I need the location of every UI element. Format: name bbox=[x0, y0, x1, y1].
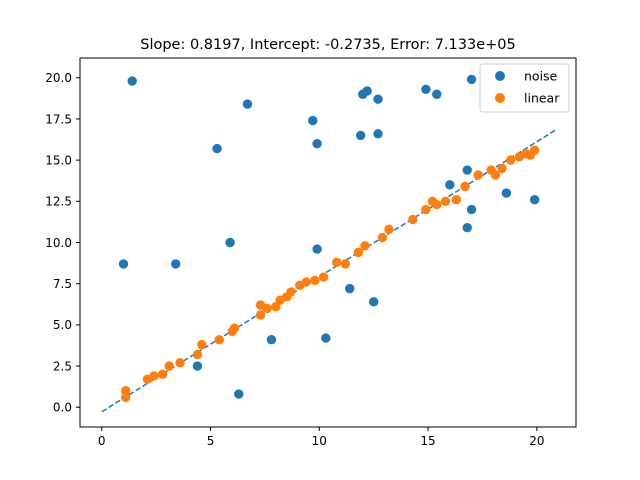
point-linear bbox=[353, 247, 364, 258]
legend-label-linear: linear bbox=[524, 91, 560, 106]
point-noise bbox=[118, 259, 129, 269]
point-noise bbox=[368, 297, 379, 307]
plot-area bbox=[80, 58, 576, 427]
point-noise bbox=[466, 74, 477, 85]
point-linear bbox=[318, 272, 329, 282]
point-noise bbox=[308, 115, 318, 126]
point-linear bbox=[490, 170, 501, 180]
point-linear bbox=[460, 181, 470, 192]
point-linear bbox=[197, 339, 207, 350]
plot-frame bbox=[79, 57, 577, 428]
point-noise bbox=[462, 165, 472, 175]
point-noise bbox=[234, 389, 244, 399]
point-noise bbox=[501, 188, 512, 198]
point-noise bbox=[466, 204, 477, 215]
point-linear bbox=[262, 303, 272, 314]
legend: noise linear bbox=[479, 63, 570, 113]
point-linear bbox=[421, 204, 431, 215]
point-linear bbox=[164, 361, 174, 371]
point-noise bbox=[266, 334, 277, 345]
point-noise bbox=[529, 194, 540, 205]
point-noise bbox=[312, 244, 322, 254]
point-noise bbox=[312, 138, 322, 149]
point-linear bbox=[529, 145, 540, 155]
x-tick-label: 15 bbox=[420, 434, 435, 448]
point-noise bbox=[127, 76, 137, 86]
point-linear bbox=[229, 323, 240, 333]
point-noise bbox=[321, 333, 331, 343]
point-linear bbox=[120, 392, 131, 403]
point-linear bbox=[377, 232, 388, 243]
legend-marker-linear bbox=[495, 93, 505, 103]
point-noise bbox=[462, 222, 472, 233]
x-tick-label: 20 bbox=[529, 434, 544, 448]
point-noise bbox=[421, 84, 431, 94]
point-linear bbox=[497, 163, 507, 174]
y-tick-label: 15.0 bbox=[45, 153, 72, 167]
point-linear bbox=[310, 275, 320, 286]
point-linear bbox=[301, 277, 311, 287]
point-linear bbox=[384, 224, 394, 235]
point-linear bbox=[340, 259, 351, 269]
point-linear bbox=[408, 214, 418, 225]
point-linear bbox=[360, 241, 370, 251]
data-points bbox=[118, 74, 540, 403]
point-linear bbox=[473, 170, 483, 180]
axis-ticks: 0 5 10 15 20 0.0 2.5 5.0 7.5 10.0 12.5 15.0 17.5 20.0 bbox=[45, 71, 544, 448]
x-tick-label: 0 bbox=[98, 434, 106, 448]
y-tick-label: 5.0 bbox=[53, 318, 72, 332]
point-noise bbox=[212, 143, 222, 154]
point-linear bbox=[332, 257, 342, 267]
point-noise bbox=[242, 99, 253, 109]
y-tick-label: 10.0 bbox=[45, 236, 72, 250]
point-linear bbox=[175, 358, 185, 368]
point-noise bbox=[192, 361, 203, 371]
point-noise bbox=[345, 283, 355, 294]
point-linear bbox=[432, 199, 442, 210]
x-tick-label: 5 bbox=[207, 434, 215, 448]
y-tick-label: 7.5 bbox=[53, 277, 72, 291]
point-linear bbox=[214, 334, 224, 345]
point-noise bbox=[225, 237, 235, 248]
point-noise bbox=[355, 130, 366, 141]
point-linear bbox=[286, 287, 296, 297]
point-noise bbox=[362, 86, 372, 96]
point-noise bbox=[373, 94, 383, 104]
point-noise bbox=[373, 129, 383, 139]
point-noise bbox=[432, 89, 442, 99]
point-linear bbox=[506, 155, 516, 165]
chart-title: Slope: 0.8197, Intercept: -0.2735, Error… bbox=[140, 37, 515, 53]
point-linear bbox=[255, 310, 266, 320]
point-linear bbox=[120, 386, 131, 396]
legend-label-noise: noise bbox=[524, 69, 558, 84]
y-tick-label: 2.5 bbox=[53, 359, 72, 373]
point-noise bbox=[171, 259, 181, 269]
point-linear bbox=[440, 196, 451, 207]
point-linear bbox=[192, 349, 203, 360]
legend-marker-noise bbox=[495, 71, 505, 81]
y-tick-label: 17.5 bbox=[45, 112, 72, 126]
y-tick-label: 12.5 bbox=[45, 195, 72, 209]
point-linear bbox=[451, 194, 462, 205]
y-tick-label: 0.0 bbox=[53, 401, 72, 415]
point-linear bbox=[157, 369, 168, 379]
point-linear bbox=[149, 371, 159, 381]
x-tick-label: 10 bbox=[312, 434, 327, 448]
y-tick-label: 20.0 bbox=[45, 71, 72, 85]
point-noise bbox=[445, 180, 455, 190]
